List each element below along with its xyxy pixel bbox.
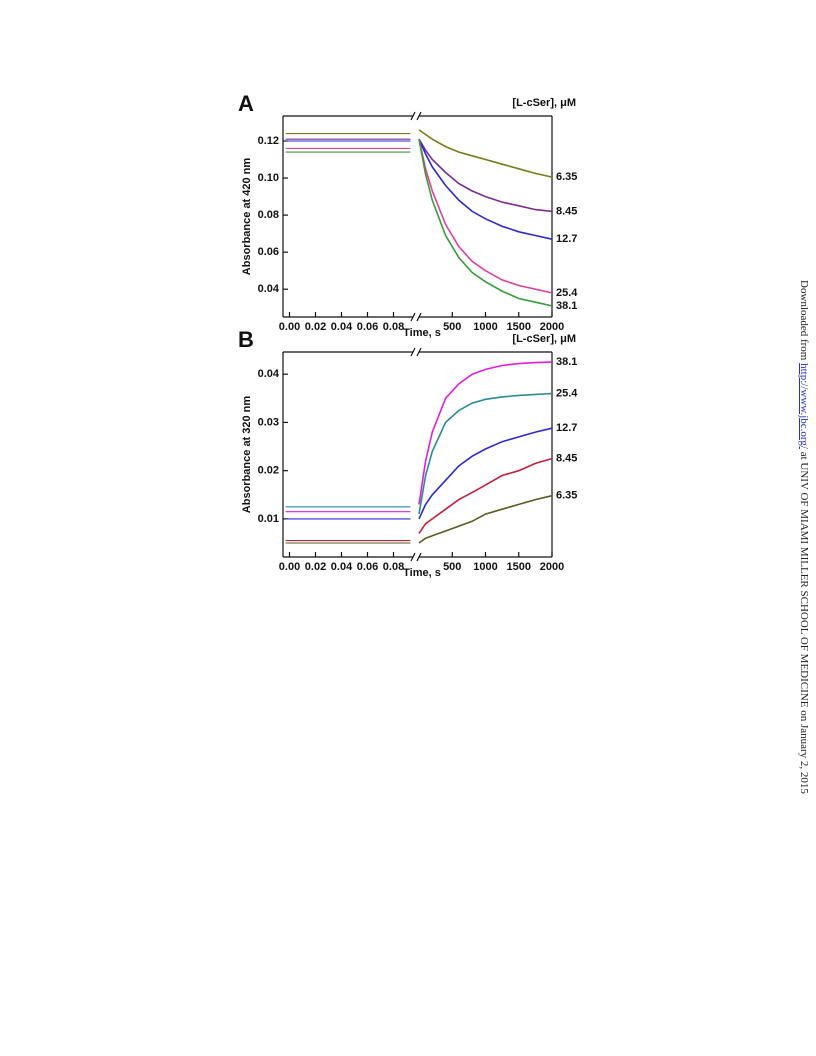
x-tick-label: 0.02 — [305, 561, 326, 573]
panel-label: A — [238, 91, 254, 116]
x-tick-label: 0.00 — [279, 321, 300, 333]
y-tick-label: 0.08 — [258, 209, 279, 221]
x-tick-label: 0.04 — [331, 561, 353, 573]
x-axis-label: Time, s — [403, 567, 441, 579]
x-tick-label: 0.08 — [383, 561, 404, 573]
x-tick-label: 500 — [443, 561, 461, 573]
y-tick-label: 0.04 — [258, 368, 280, 380]
note-suffix: at UNIV OF MIAMI MILLER SCHOOL OF MEDICI… — [798, 448, 810, 794]
x-tick-label: 2000 — [540, 321, 564, 333]
y-tick-label: 0.03 — [258, 416, 279, 428]
legend-label: 12.7 — [556, 233, 577, 245]
note-link[interactable]: http://www.jbc.org/ — [798, 363, 810, 449]
axis-break — [410, 111, 422, 121]
data-line — [418, 457, 553, 534]
legend-label: 38.1 — [556, 356, 577, 368]
x-tick-label: 1500 — [507, 561, 531, 573]
data-line — [418, 494, 553, 544]
x-tick-label: 1000 — [473, 561, 497, 573]
x-tick-label: 0.00 — [279, 561, 300, 573]
y-tick-label: 0.10 — [258, 172, 279, 184]
data-line — [418, 139, 553, 294]
x-tick-label: 0.08 — [383, 321, 404, 333]
legend-label: 8.45 — [556, 453, 577, 465]
x-tick-label: 1000 — [473, 321, 497, 333]
legend-label: 6.35 — [556, 490, 577, 502]
data-line — [418, 392, 553, 515]
legend-title: [L-cSer], μM — [512, 97, 576, 109]
y-axis-label: Absorbance at 420 nm — [241, 158, 253, 276]
download-note: Downloaded from http://www.jbc.org/ at U… — [798, 280, 810, 794]
x-tick-label: 2000 — [540, 561, 564, 573]
legend-label: 6.35 — [556, 171, 577, 183]
x-axis-label: Time, s — [403, 327, 441, 339]
x-tick-label: 0.04 — [331, 321, 353, 333]
legend-title: [L-cSer], μM — [512, 333, 576, 345]
data-line — [418, 361, 553, 505]
y-axis-label: Absorbance at 320 nm — [241, 396, 253, 514]
y-tick-label: 0.12 — [258, 135, 279, 147]
axis-break — [410, 312, 422, 322]
x-tick-label: 0.02 — [305, 321, 326, 333]
axis-break — [410, 347, 422, 357]
y-tick-label: 0.04 — [258, 283, 280, 295]
x-tick-label: 500 — [443, 321, 461, 333]
data-line — [418, 138, 553, 213]
x-tick-label: 0.06 — [357, 321, 378, 333]
legend-label: 25.4 — [556, 287, 578, 299]
note-prefix: Downloaded from — [798, 280, 810, 364]
y-tick-label: 0.01 — [258, 513, 279, 525]
legend-label: 8.45 — [556, 205, 577, 217]
data-line — [418, 129, 553, 178]
y-tick-label: 0.02 — [258, 465, 279, 477]
axis-break — [410, 552, 422, 562]
panel-label: B — [238, 327, 254, 352]
data-line — [418, 427, 553, 520]
data-line — [418, 138, 553, 240]
legend-label: 38.1 — [556, 300, 577, 312]
x-tick-label: 1500 — [507, 321, 531, 333]
data-line — [418, 139, 553, 307]
legend-label: 25.4 — [556, 387, 578, 399]
legend-label: 12.7 — [556, 422, 577, 434]
x-tick-label: 0.06 — [357, 561, 378, 573]
y-tick-label: 0.06 — [258, 246, 279, 258]
